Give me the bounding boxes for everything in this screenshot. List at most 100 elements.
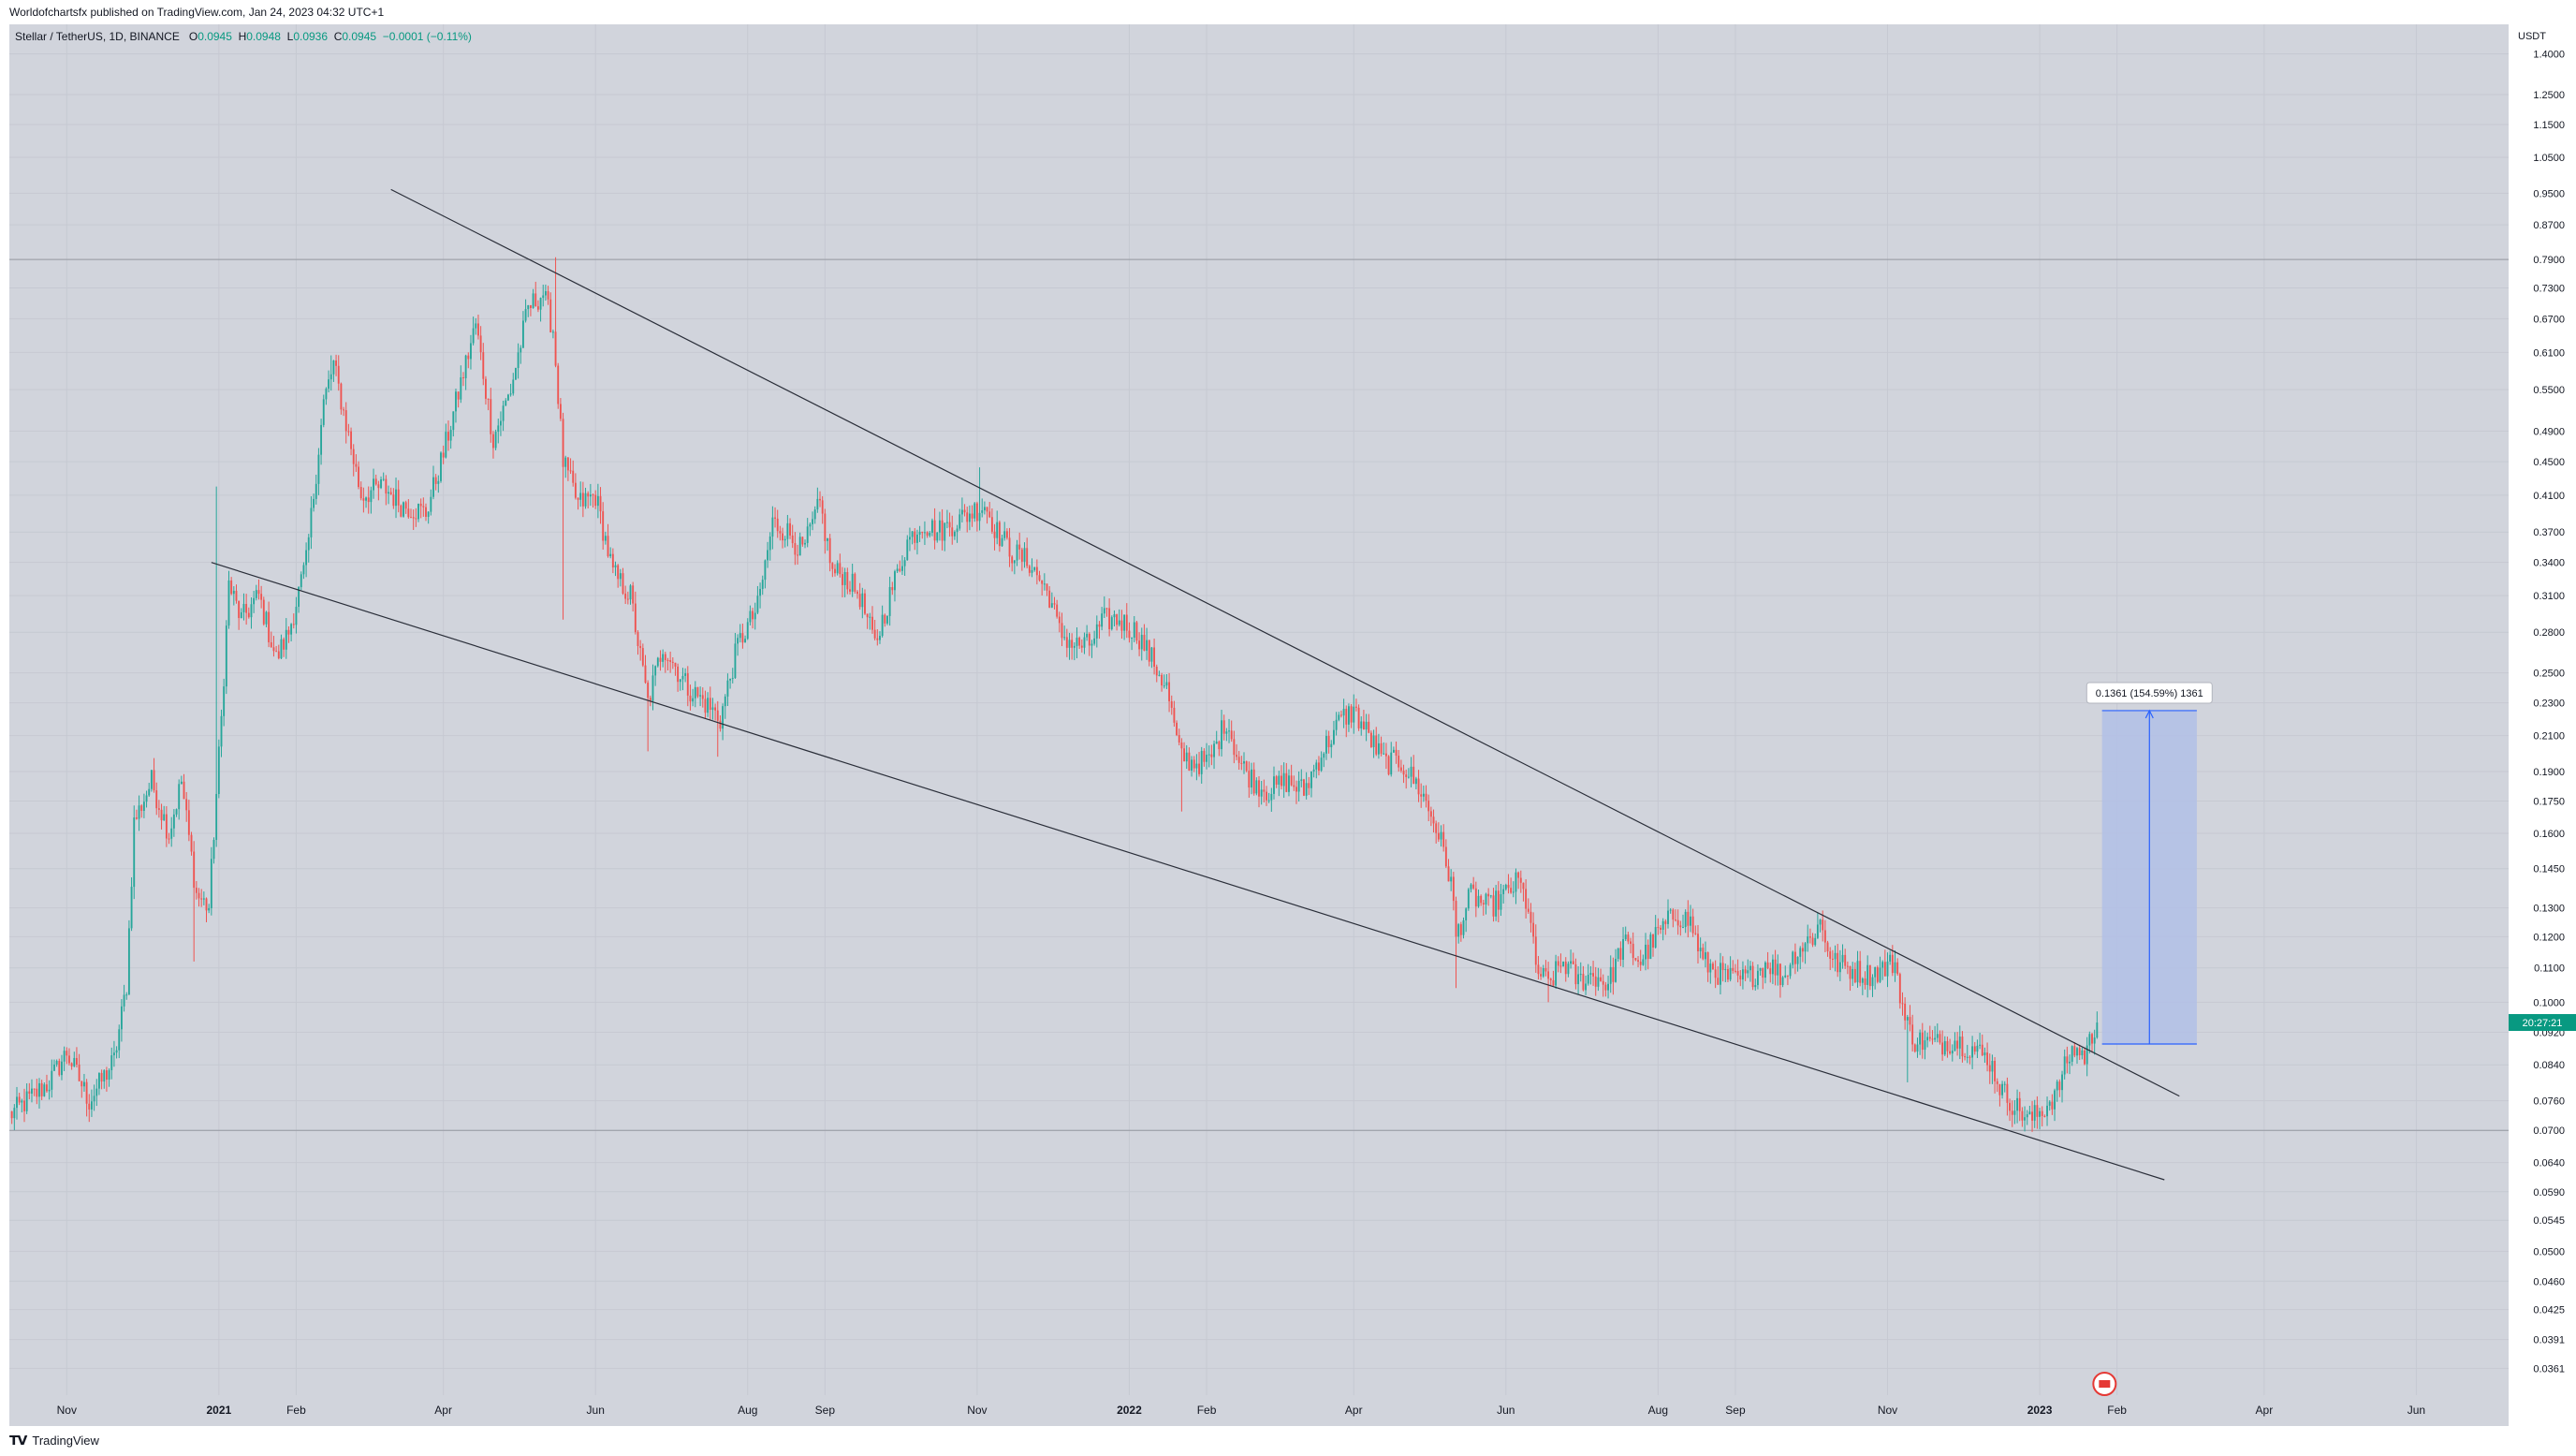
candle-body xyxy=(1230,730,1233,740)
open-value: 0.0945 xyxy=(198,30,232,43)
candle-body xyxy=(1559,965,1562,967)
candle-body xyxy=(1135,622,1138,641)
candle-body xyxy=(1943,1040,1946,1055)
x-tick-label: 2022 xyxy=(1117,1404,1142,1417)
candle-body xyxy=(1976,1045,1979,1052)
candle-body xyxy=(990,517,993,532)
candle-body xyxy=(1031,569,1033,573)
candle-body xyxy=(1440,831,1442,840)
candle-body xyxy=(2048,1101,2051,1106)
candle-body xyxy=(1961,1037,1964,1057)
candle-body xyxy=(1155,667,1158,676)
candle-body xyxy=(1362,721,1365,730)
candle-body xyxy=(1013,560,1016,564)
candle-body xyxy=(1345,709,1348,725)
candle-body xyxy=(198,892,200,899)
candle-body xyxy=(460,377,462,400)
candle-body xyxy=(123,994,125,1007)
candle-body xyxy=(1861,978,1864,983)
x-tick-label: Sep xyxy=(815,1404,836,1417)
candle-body xyxy=(1285,772,1288,792)
candle-body xyxy=(290,624,293,635)
candle-body xyxy=(694,686,696,699)
candle-body xyxy=(2091,1034,2093,1044)
candle-body xyxy=(507,394,509,401)
candle-body xyxy=(651,675,654,701)
candle-body xyxy=(1676,919,1679,926)
candle-body xyxy=(1660,927,1661,930)
candle-body xyxy=(1402,771,1405,775)
candle-body xyxy=(118,1029,121,1051)
candle-body xyxy=(1148,640,1150,662)
candle-body xyxy=(761,580,764,589)
candle-body xyxy=(1016,544,1018,561)
candle-body xyxy=(1003,531,1006,538)
y-tick-label: 0.0361 xyxy=(2533,1363,2565,1375)
x-tick-label: Nov xyxy=(967,1404,987,1417)
candle-body xyxy=(494,432,497,449)
candle-body xyxy=(704,699,707,713)
candle-body xyxy=(619,573,622,580)
candle-body xyxy=(664,654,666,660)
candle-body xyxy=(2041,1110,2043,1116)
candle-body xyxy=(475,323,477,329)
candle-body xyxy=(322,399,325,425)
candle-body xyxy=(437,480,440,484)
candle-body xyxy=(220,715,223,747)
x-tick-label: Jun xyxy=(2408,1404,2425,1417)
candle-body xyxy=(2071,1046,2073,1062)
candle-body xyxy=(754,612,756,620)
candle-body xyxy=(410,517,412,519)
candle-body xyxy=(776,518,779,532)
candle-body xyxy=(1335,719,1338,730)
candle-body xyxy=(1487,893,1490,897)
candle-body xyxy=(1161,674,1164,686)
candle-body xyxy=(140,805,143,811)
candle-body xyxy=(180,781,183,785)
price-axis[interactable] xyxy=(2509,24,2576,1426)
candle-body xyxy=(1720,963,1721,985)
candle-body xyxy=(202,898,205,900)
candle-body xyxy=(1801,948,1804,952)
candle-body xyxy=(1459,924,1462,935)
candle-body xyxy=(335,360,338,366)
candle-body xyxy=(614,565,617,568)
candle-body xyxy=(1058,616,1061,624)
candle-body xyxy=(1874,966,1877,978)
candle-body xyxy=(2096,1022,2099,1038)
candle-body xyxy=(1470,884,1472,890)
chart-pane[interactable] xyxy=(9,24,2509,1426)
candle-body xyxy=(1998,1083,2001,1096)
candle-body xyxy=(1814,937,1817,946)
candle-body xyxy=(347,431,350,433)
candle-body xyxy=(492,434,494,449)
last-price-badge xyxy=(2509,1014,2576,1032)
candle-body xyxy=(1465,908,1468,920)
x-tick-label: 2023 xyxy=(2027,1404,2053,1417)
candle-body xyxy=(2026,1114,2028,1118)
y-tick-label: 0.0391 xyxy=(2533,1335,2565,1346)
candle-body xyxy=(223,686,226,716)
tradingview-logo[interactable]: 𝗧𝗩 TradingView xyxy=(9,1433,99,1449)
candle-body xyxy=(679,679,681,683)
candle-body xyxy=(36,1088,38,1097)
y-tick-label: 0.0545 xyxy=(2533,1215,2565,1227)
candle-body xyxy=(699,695,702,697)
candle-body xyxy=(864,593,866,614)
candle-body xyxy=(1675,919,1676,921)
candle-body xyxy=(1807,936,1809,944)
candle-body xyxy=(1889,954,1892,962)
x-tick-label: Nov xyxy=(57,1404,77,1417)
candle-body xyxy=(873,629,876,639)
candle-body xyxy=(884,614,886,624)
candle-body xyxy=(1383,753,1385,755)
candle-body xyxy=(230,580,233,595)
candle-body xyxy=(1652,934,1654,948)
candle-body xyxy=(559,404,562,419)
candle-body xyxy=(2076,1048,2078,1056)
candle-body xyxy=(1879,967,1881,982)
candle-body xyxy=(1844,954,1847,966)
candle-body xyxy=(953,531,956,537)
candle-body xyxy=(1425,793,1427,802)
